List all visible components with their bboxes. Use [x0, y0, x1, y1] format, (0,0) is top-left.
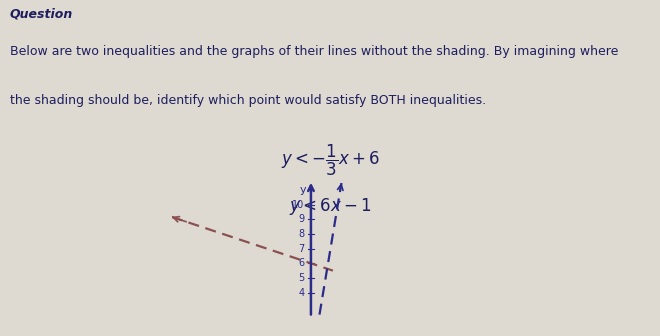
- Text: 10: 10: [292, 200, 304, 210]
- Text: 7: 7: [298, 244, 304, 254]
- Text: Question: Question: [10, 7, 73, 20]
- Text: y: y: [300, 185, 306, 195]
- Text: $y < 6x - 1$: $y < 6x - 1$: [288, 196, 372, 217]
- Text: 4: 4: [298, 288, 304, 298]
- Text: 8: 8: [298, 229, 304, 239]
- Text: $y < -\dfrac{1}{3}x + 6$: $y < -\dfrac{1}{3}x + 6$: [280, 143, 380, 178]
- Text: 9: 9: [298, 214, 304, 224]
- Text: Below are two inequalities and the graphs of their lines without the shading. By: Below are two inequalities and the graph…: [10, 45, 618, 58]
- Text: 6: 6: [298, 258, 304, 268]
- Text: the shading should be, identify which point would satisfy BOTH inequalities.: the shading should be, identify which po…: [10, 94, 486, 107]
- Text: 5: 5: [298, 273, 304, 283]
